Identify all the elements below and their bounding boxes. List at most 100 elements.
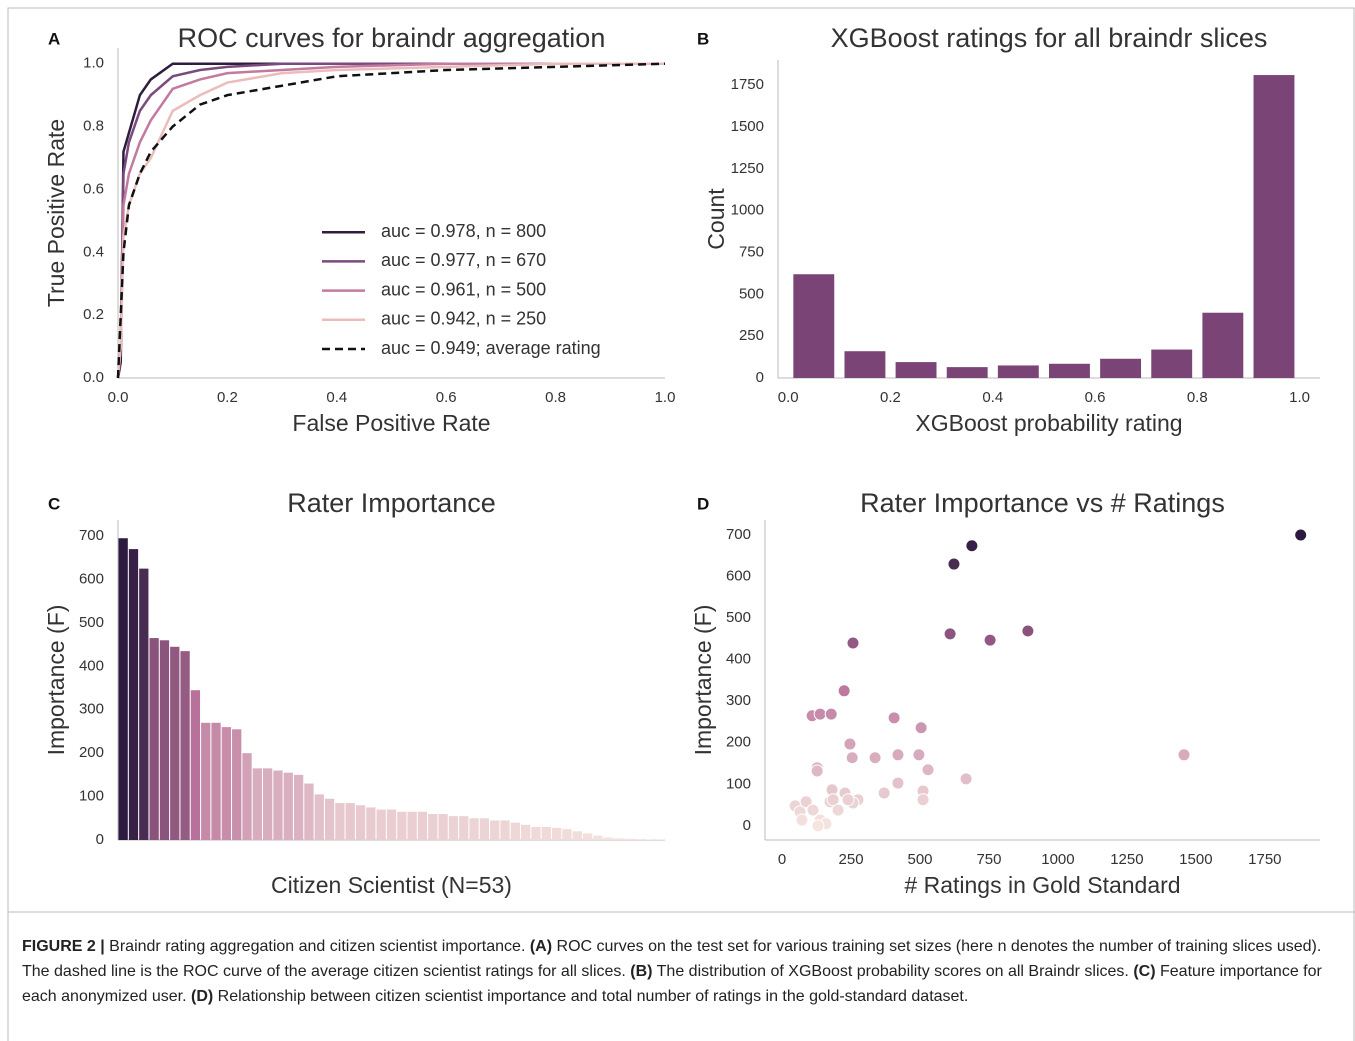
scatter-point (965, 539, 979, 553)
y-tick-label: 1.0 (83, 55, 104, 72)
bar (324, 798, 335, 840)
y-tick-label: 700 (726, 526, 751, 543)
histogram-bar (895, 362, 937, 378)
bar (211, 722, 221, 840)
histogram-bar (1253, 75, 1295, 378)
x-tick-label: 0.2 (217, 389, 238, 406)
scatter-point (877, 786, 891, 800)
chart-title: Rater Importance vs # Ratings (860, 488, 1225, 518)
y-tick-label: 200 (79, 744, 104, 761)
histogram-bar (844, 351, 886, 378)
legend-label: auc = 0.949; average rating (381, 338, 601, 358)
chart-title: XGBoost ratings for all braindr slices (831, 23, 1268, 53)
caption-segment: FIGURE 2 | (22, 938, 105, 955)
y-tick-label: 700 (79, 527, 104, 544)
y-tick-label: 600 (726, 567, 751, 584)
caption-segment: (A) (529, 938, 553, 955)
y-tick-label: 250 (739, 327, 764, 344)
histogram-bar (997, 365, 1039, 378)
x-tick-label: 0.6 (1085, 389, 1106, 406)
y-tick-label: 1000 (731, 202, 764, 219)
bar (355, 805, 366, 840)
bar (417, 811, 428, 840)
y-tick-label: 100 (726, 775, 751, 792)
bar (221, 727, 232, 840)
figure-frame (7, 7, 1355, 1041)
x-tick-label: 0.8 (1187, 389, 1208, 406)
bar (407, 811, 417, 840)
bar (531, 826, 541, 840)
bar (397, 811, 407, 840)
bar (345, 803, 355, 840)
bar (159, 640, 170, 840)
x-tick-label: 500 (908, 851, 933, 868)
y-tick-label: 100 (79, 788, 104, 805)
x-tick-label: 0.8 (545, 389, 566, 406)
bar (232, 729, 242, 840)
x-tick-label: 250 (839, 851, 864, 868)
bar (562, 829, 572, 840)
y-tick-label: 1750 (731, 76, 764, 93)
bar (366, 807, 376, 840)
caption-segment: Feature importance for each anonymized u… (22, 963, 1327, 1005)
y-axis-label: Importance (F) (43, 605, 69, 756)
caption-segment: The distribution of XGBoost probability … (652, 963, 1134, 980)
scatter-point (795, 813, 809, 827)
y-tick-label: 0.4 (83, 243, 104, 260)
scatter-point (916, 793, 930, 807)
y-tick-label: 300 (79, 701, 104, 718)
y-axis-label: True Positive Rate (43, 119, 69, 307)
scatter-point (837, 684, 851, 698)
bar (613, 838, 624, 840)
y-tick-label: 0 (756, 369, 764, 386)
scatter-point (921, 763, 935, 777)
bar (582, 833, 593, 840)
bar (634, 839, 644, 840)
panel-label: B (697, 29, 709, 48)
bar (293, 774, 304, 840)
x-axis-label: XGBoost probability rating (915, 410, 1182, 436)
y-tick-label: 500 (79, 614, 104, 631)
bar (118, 538, 128, 840)
chart-title: ROC curves for braindr aggregation (178, 23, 606, 53)
bar (304, 783, 314, 840)
caption-segment: (B) (630, 963, 653, 980)
x-tick-label: 1750 (1248, 851, 1281, 868)
roc-curve (116, 62, 665, 379)
scatter-point (841, 793, 855, 807)
bar (593, 835, 603, 840)
bar (242, 753, 252, 840)
panel-label: D (697, 494, 709, 513)
scatter-point (959, 772, 973, 786)
y-tick-label: 0.2 (83, 306, 104, 323)
y-axis-label: Count (703, 188, 729, 250)
bar (263, 768, 273, 840)
scatter-point (914, 721, 928, 735)
scatter-point (1177, 748, 1191, 762)
histogram-bar (1049, 363, 1090, 378)
histogram-bar (1151, 349, 1193, 378)
bar (180, 651, 190, 840)
caption-segment: (C) (1133, 963, 1156, 980)
panel-label: C (48, 494, 60, 513)
caption-segment: (D) (191, 988, 214, 1005)
x-tick-label: 1000 (1041, 851, 1074, 868)
x-axis-label: False Positive Rate (292, 410, 490, 436)
y-tick-label: 0.0 (83, 369, 104, 386)
legend-label: auc = 0.961, n = 500 (381, 279, 546, 299)
x-tick-label: 0.4 (982, 389, 1003, 406)
bar (376, 809, 386, 840)
y-axis-label: Importance (F) (690, 605, 716, 756)
caption-segment: ROC curves on the test set for various t… (22, 938, 1326, 980)
bar (500, 820, 510, 840)
x-tick-label: 1500 (1179, 851, 1212, 868)
scatter-point (843, 737, 857, 751)
bar (428, 813, 438, 840)
scatter-point (891, 748, 905, 762)
y-tick-label: 0 (743, 817, 751, 834)
scatter-point (799, 795, 813, 809)
bar (314, 794, 324, 840)
legend-label: auc = 0.942, n = 250 (381, 309, 546, 329)
y-tick-label: 1250 (731, 160, 764, 177)
